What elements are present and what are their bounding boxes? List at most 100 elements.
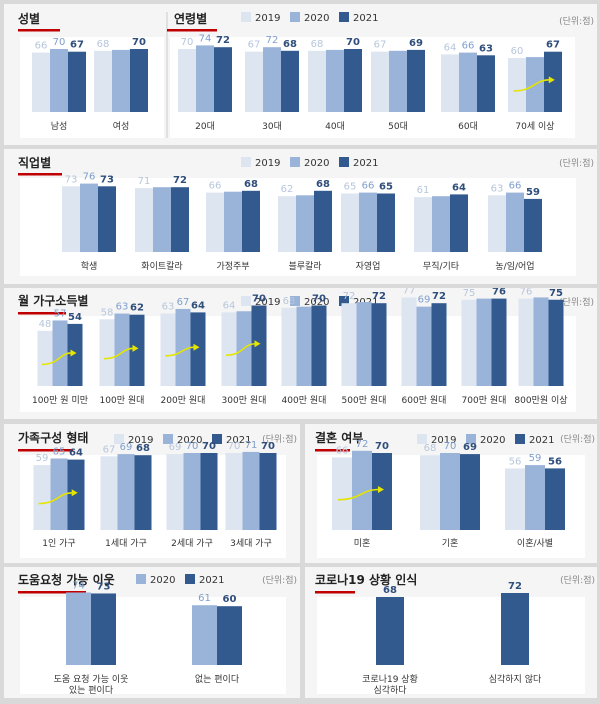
bar-age-2-y2021 (344, 49, 362, 112)
value-label-income-4-y2019: 68 (283, 296, 296, 307)
bar-income-4-y2019 (281, 307, 297, 386)
plot-area-covid (317, 597, 585, 694)
title-underline-income (18, 312, 66, 315)
value-label-income-3-y2021: 70 (252, 294, 266, 305)
bar-job-5-y2019 (414, 197, 432, 252)
bar-age-2-y2019 (308, 50, 326, 112)
category-label-age-0: 20대 (195, 121, 215, 132)
value-label-income-8-y2019: 76 (520, 288, 533, 298)
value-label-job-1-y2021: 72 (173, 175, 187, 186)
trend-arrow-income-0 (41, 352, 72, 366)
bar-income-6-y2021 (431, 303, 447, 386)
bar-job-6-y2021 (524, 198, 542, 252)
bar-age-3-y2019 (371, 51, 389, 112)
value-label-age-3-y2019: 67 (374, 40, 387, 51)
unit-label-income: (단위:점) (559, 296, 594, 308)
bar-income-7-y2019 (461, 299, 477, 386)
category-label-marriage-0: 미혼 (354, 537, 371, 549)
value-label-family-0-y2021: 64 (69, 448, 83, 459)
legend-label-y2020: 2020 (150, 575, 175, 586)
category-label-income-0: 100만 원 미만 (32, 395, 88, 406)
legend-label-y2021: 2021 (353, 13, 378, 24)
legend-label-y2019: 2019 (128, 435, 153, 446)
bar-neighbor-1-y2021 (217, 606, 242, 665)
legend-label-y2019: 2019 (431, 435, 456, 446)
trend-arrow-income-3 (225, 342, 256, 356)
bar-job-4-y2019 (341, 193, 359, 252)
legend-label-y2020: 2020 (177, 435, 202, 446)
value-label-neighbor-0-y2020: 74 (72, 580, 85, 591)
value-label-age-4-y2020: 66 (462, 41, 475, 52)
value-label-family-3-y2021: 70 (261, 441, 275, 452)
bar-neighbor-1-y2020 (192, 605, 217, 665)
value-label-job-0-y2021: 73 (100, 174, 114, 185)
value-label-neighbor-1-y2020: 61 (198, 593, 211, 604)
value-label-gender-1-y2019: 68 (97, 39, 110, 50)
bar-gender-0-y2020 (50, 49, 68, 112)
bar-income-1-y2020 (114, 313, 130, 386)
bar-covid-1-y2021 (501, 593, 529, 665)
value-label-job-1-y2019: 71 (138, 176, 151, 187)
title-underline-family (18, 449, 73, 452)
bar-age-1-y2020 (263, 47, 281, 113)
category-label-family-0: 1인 가구 (42, 538, 75, 549)
value-label-age-4-y2019: 64 (444, 42, 457, 53)
value-label-gender-0-y2021: 67 (70, 40, 84, 51)
bar-income-3-y2019 (221, 312, 237, 386)
value-label-income-6-y2019: 77 (403, 288, 416, 296)
value-label-age-2-y2019: 68 (311, 39, 324, 50)
value-label-income-2-y2019: 63 (162, 302, 175, 313)
bar-income-6-y2019 (401, 297, 417, 386)
bar-age-4-y2021 (477, 55, 495, 112)
chart-marriage: 결혼 여부 2019 2020 2021 (단위:점) 66 72 70 미혼 68 70 69 기혼 5… (305, 424, 597, 563)
bar-age-4-y2019 (441, 54, 459, 112)
panel-neighbor: 도움요청 가능 이웃 2020 2021 (단위:점) 74 73 도움 요청 가능 이웃 있… (4, 567, 300, 698)
value-label-job-2-y2021: 68 (244, 179, 258, 190)
panel-gender: 성별 66 70 67 남성 68 70 여성 연령별 70 74 72 20대 67 72 68 30대 68 7… (4, 4, 597, 145)
unit-label-family: (단위:점) (262, 433, 297, 445)
value-label-age-0-y2019: 70 (181, 37, 194, 48)
title-underline-job (18, 173, 62, 176)
bar-age-3-y2021 (407, 49, 425, 112)
trend-arrow-age-5 (513, 79, 550, 92)
bar-income-7-y2021 (491, 298, 507, 386)
value-label-gender-0-y2019: 66 (35, 41, 48, 52)
value-label-job-5-y2019: 61 (417, 185, 430, 196)
legend-swatch-y2019 (241, 12, 251, 22)
legend-swatch-y2021 (339, 157, 349, 167)
value-label-family-1-y2021: 68 (136, 443, 150, 454)
chart-title-marriage: 결혼 여부 (315, 430, 363, 445)
category-label-gender-0: 남성 (51, 121, 68, 132)
category-label-family-1: 1세대 가구 (105, 538, 147, 549)
chart-title-covid: 코로나19 상황 인식 (315, 572, 417, 587)
trend-arrow-income-2 (164, 346, 195, 357)
value-label-income-2-y2020: 67 (177, 297, 190, 308)
category-label-family-2: 2세대 가구 (171, 538, 213, 549)
bar-income-4-y2021 (311, 305, 327, 386)
bar-income-2-y2019 (160, 313, 176, 386)
value-label-income-4-y2021: 70 (312, 294, 326, 305)
value-label-income-5-y2019: 72 (343, 291, 356, 302)
category-label-age-2: 40대 (325, 121, 345, 132)
trend-arrowhead-income-0 (70, 349, 77, 357)
value-label-age-1-y2021: 68 (283, 39, 297, 50)
value-label-gender-1-y2021: 70 (132, 37, 146, 48)
value-label-job-0-y2019: 73 (65, 174, 78, 185)
bar-covid-0-y2021 (376, 597, 404, 665)
bar-job-5-y2021 (450, 194, 468, 252)
value-label-marriage-1-y2020: 70 (444, 441, 457, 452)
bar-age-0-y2020 (196, 45, 214, 112)
value-label-income-1-y2021: 62 (130, 303, 144, 314)
panel-family: 가족구성 형태 2019 2020 2021 (단위:점) 59 65 64 1인 가구 67 69… (4, 424, 300, 563)
value-label-income-3-y2019: 64 (223, 300, 236, 311)
legend-swatch-y2020 (136, 574, 146, 584)
bar-family-1-y2019 (100, 456, 118, 530)
chart-title-age: 연령별 (174, 11, 207, 26)
unit-label-age: (단위:점) (559, 15, 594, 27)
category-label-covid-0: 심각하다 (373, 684, 407, 696)
category-label-income-3: 300만 원대 (222, 395, 267, 406)
bar-income-6-y2020 (416, 306, 432, 386)
value-label-marriage-0-y2019: 66 (336, 445, 349, 456)
bar-income-5-y2019 (341, 303, 357, 386)
